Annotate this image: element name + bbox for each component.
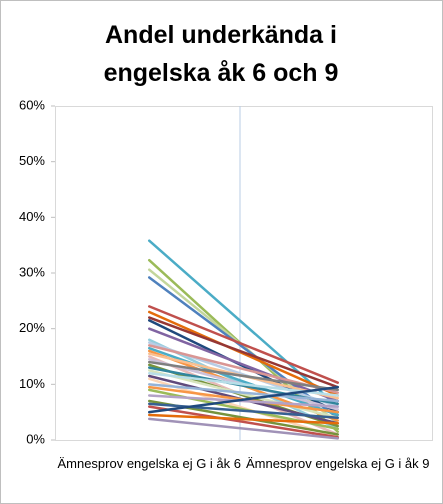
series-line xyxy=(148,377,339,439)
series-line xyxy=(148,276,339,419)
series-line xyxy=(148,369,339,419)
y-tick-label: 50% xyxy=(19,153,45,168)
y-tick-label: 20% xyxy=(19,320,45,335)
chart-title: Andel underkända i engelska åk 6 och 9 xyxy=(103,21,339,87)
x-tick-label: Ämnesprov engelska ej G i åk 9 xyxy=(245,456,430,471)
series-line xyxy=(148,305,339,384)
series-line xyxy=(148,402,339,419)
series-line xyxy=(148,316,339,389)
y-tick-label: 0% xyxy=(26,431,45,446)
series-line xyxy=(148,413,339,425)
y-tick-label: 10% xyxy=(19,376,45,391)
series-line xyxy=(148,239,339,408)
series-line xyxy=(148,327,339,403)
y-tick-label: 60% xyxy=(19,97,45,112)
series-line xyxy=(148,394,339,408)
series-line xyxy=(148,360,339,392)
series-line xyxy=(148,417,339,440)
series-line xyxy=(148,385,339,414)
x-tick-label: Ämnesprov engelska ej G i åk 6 xyxy=(57,456,242,471)
y-tick-label: 30% xyxy=(19,264,45,279)
series-line xyxy=(148,310,339,397)
plot-border xyxy=(55,106,433,441)
series-line xyxy=(148,383,339,403)
series-line xyxy=(148,405,339,439)
y-tick-label: 40% xyxy=(19,209,45,224)
